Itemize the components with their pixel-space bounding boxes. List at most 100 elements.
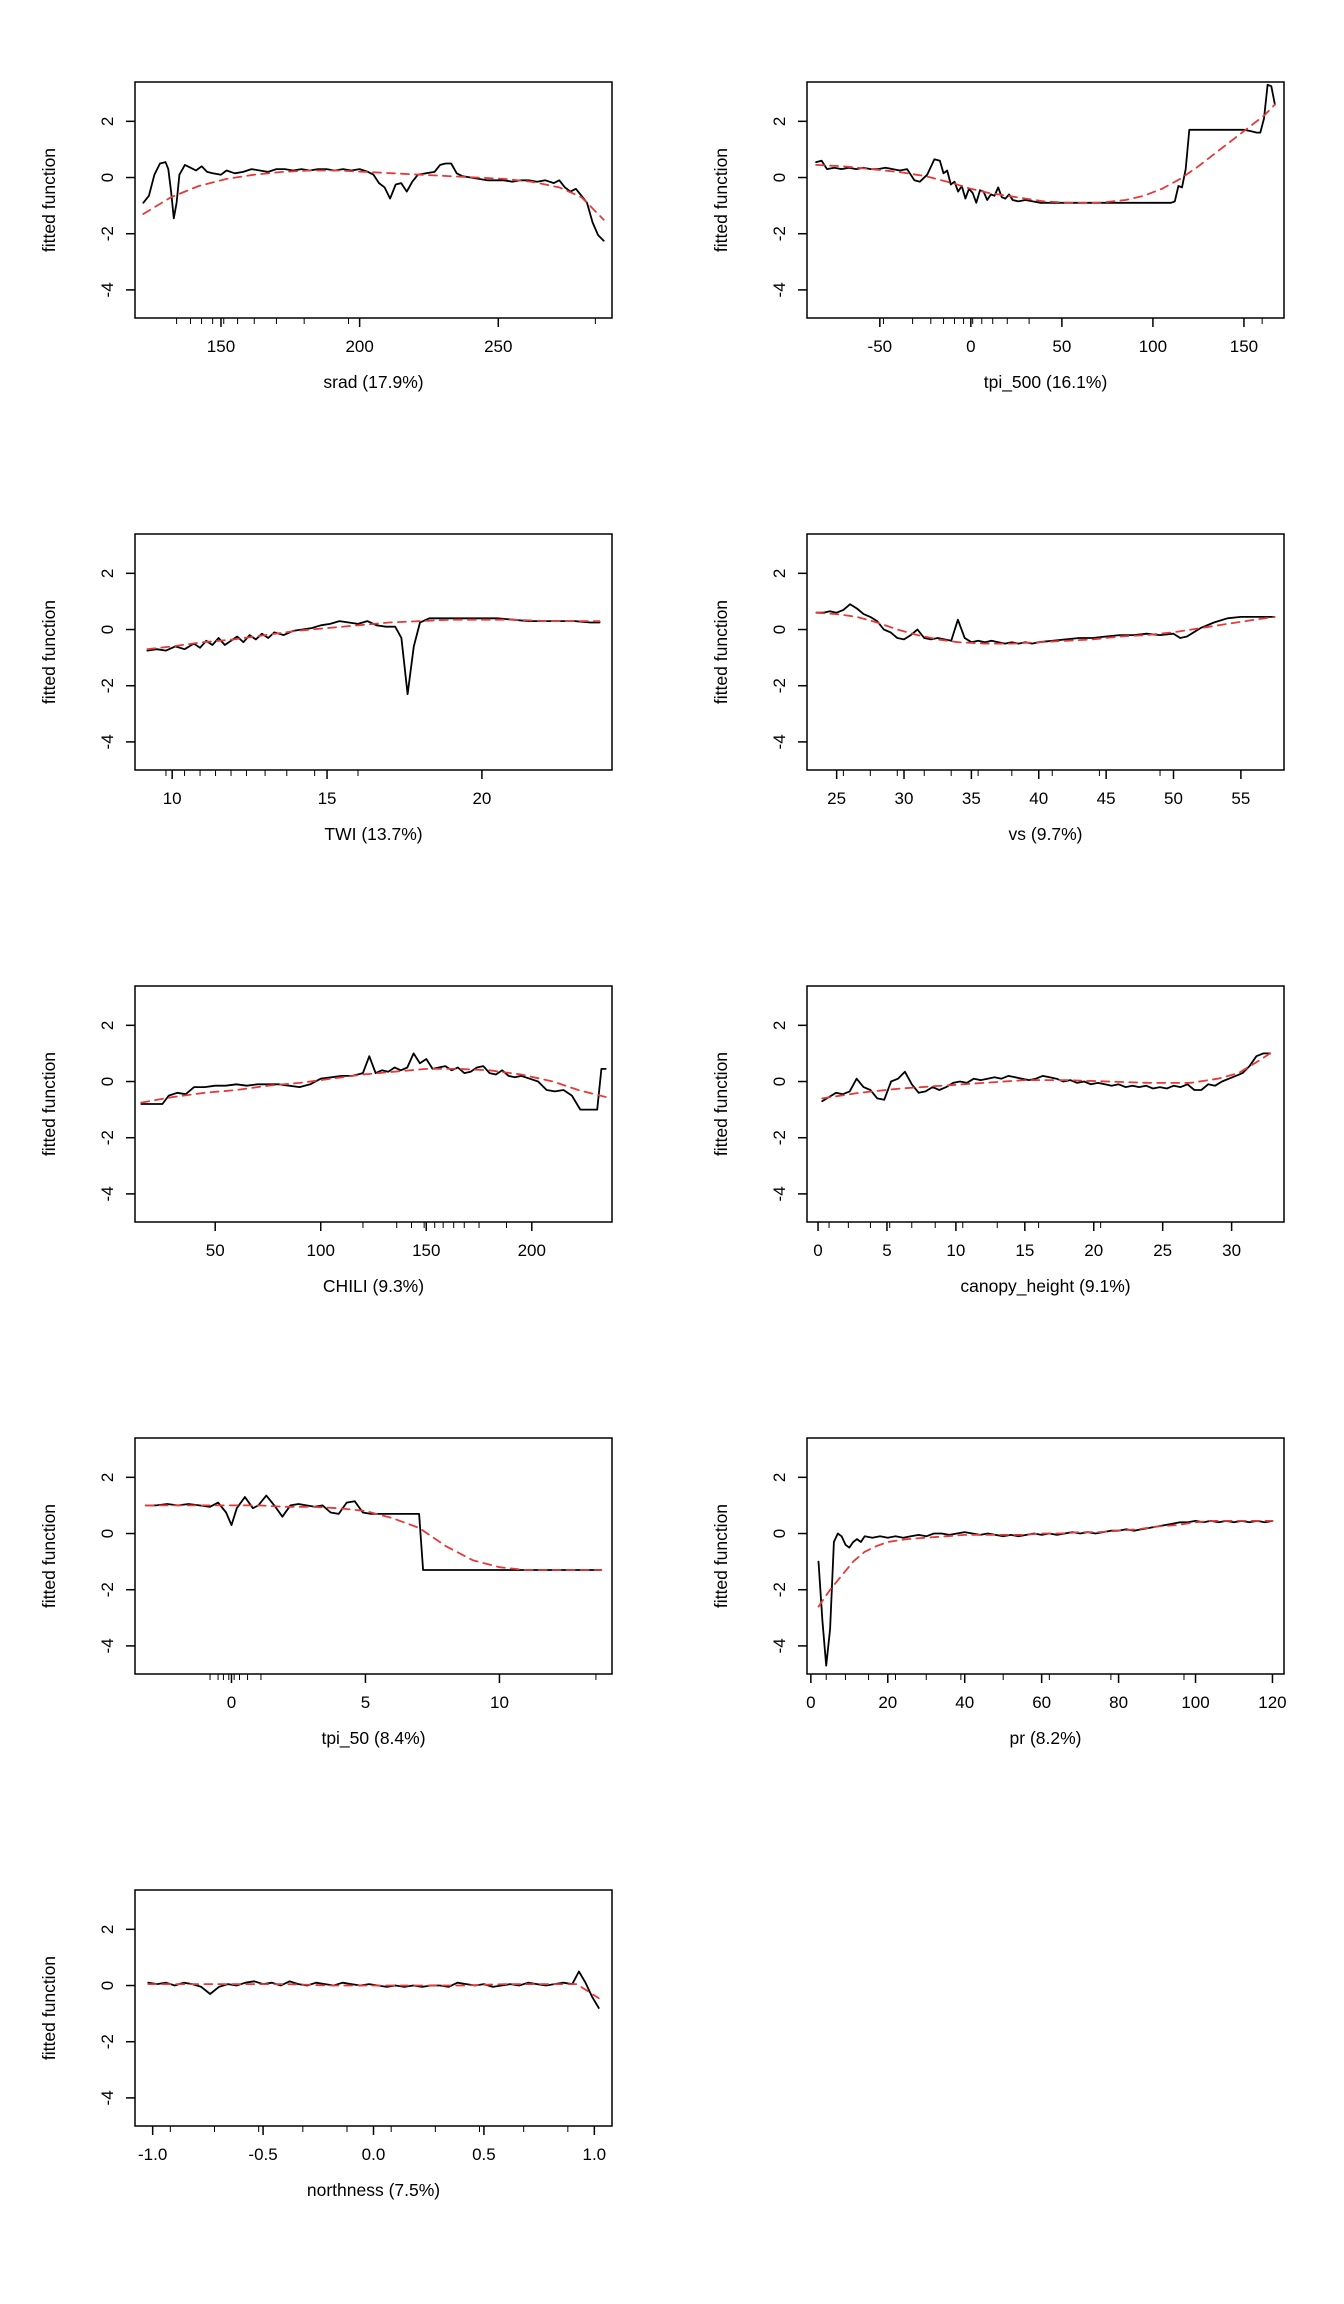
y-axis-title: fitted function (39, 1052, 59, 1156)
y-tick-label: 0 (770, 1077, 789, 1086)
x-tick-label: 250 (484, 337, 512, 356)
y-tick-label: -2 (770, 226, 789, 241)
x-tick-label: 20 (472, 789, 491, 808)
x-tick-label: 30 (895, 789, 914, 808)
smooth-line (821, 1052, 1272, 1100)
x-tick-label: -1.0 (138, 2145, 167, 2164)
y-tick-label: 2 (98, 1021, 117, 1030)
smooth-line (815, 611, 1276, 645)
smooth-line (142, 169, 605, 221)
panel-pr: 0 20 40 60 80 100 120 -4 -2 0 2 pr (8.2%) fitted fun… (711, 1437, 1287, 1748)
fitted-line (817, 1520, 1274, 1667)
smooth-line (815, 103, 1276, 204)
y-axis-title: fitted function (711, 600, 731, 704)
y-tick-label: -2 (98, 1582, 117, 1597)
x-axis-title: northness (7.5%) (307, 2180, 440, 2200)
y-axis-title: fitted function (39, 600, 59, 704)
panel-CHILI: 50 100 150 200 -4 -2 0 2 CHILI (9.3%) fitted func… (39, 985, 613, 1296)
y-axis-title: fitted function (39, 1504, 59, 1608)
y-axis-title: fitted function (39, 148, 59, 252)
y-tick-label: -4 (98, 1638, 117, 1653)
x-tick-label: 0 (227, 1693, 236, 1712)
y-tick-label: -4 (98, 2090, 117, 2105)
y-tick-label: -2 (770, 1130, 789, 1145)
y-tick-label: 0 (98, 173, 117, 182)
plot-box (134, 1889, 613, 2127)
y-tick-label: -2 (98, 678, 117, 693)
x-axis-title: srad (17.9%) (323, 372, 423, 392)
plot-box (134, 985, 613, 1223)
x-axis-title: tpi_500 (16.1%) (984, 372, 1108, 393)
x-tick-label: 25 (827, 789, 846, 808)
plot-box (134, 533, 613, 771)
x-tick-label: 55 (1231, 789, 1250, 808)
panel-tpi_50: 0 5 10 -4 -2 0 2 tpi_50 (8.4%) fitted function (39, 1437, 613, 1749)
plot-box (806, 1437, 1285, 1675)
x-tick-label: 50 (1052, 337, 1071, 356)
x-tick-label: 20 (878, 1693, 897, 1712)
x-tick-label: 150 (1230, 337, 1258, 356)
y-tick-label: -2 (770, 1582, 789, 1597)
y-tick-label: 0 (770, 173, 789, 182)
x-tick-label: 15 (318, 789, 337, 808)
y-tick-label: 0 (98, 1077, 117, 1086)
y-axis-title: fitted function (711, 1052, 731, 1156)
panel-TWI: 10 15 20 -4 -2 0 2 TWI (13.7%) fitted function (39, 533, 613, 844)
y-tick-label: 0 (770, 625, 789, 634)
y-axis-title: fitted function (711, 1504, 731, 1608)
plot-box (134, 81, 613, 319)
y-tick-label: -4 (770, 1186, 789, 1201)
x-tick-label: 5 (882, 1241, 891, 1260)
x-axis-title: canopy_height (9.1%) (960, 1276, 1130, 1297)
plot-box (134, 1437, 613, 1675)
x-axis-title: vs (9.7%) (1009, 824, 1083, 844)
panel-canopy_height: 0 5 10 15 20 25 30 -4 -2 0 2 canopy_height (9.1%) fi… (711, 985, 1285, 1297)
x-tick-label: 50 (1164, 789, 1183, 808)
y-tick-label: 2 (770, 1021, 789, 1030)
x-tick-label: 200 (345, 337, 373, 356)
smooth-line (140, 1068, 607, 1104)
x-tick-label: 0 (806, 1693, 815, 1712)
x-tick-label: 200 (518, 1241, 546, 1260)
y-tick-label: -4 (98, 1186, 117, 1201)
x-tick-label: 150 (207, 337, 235, 356)
x-tick-label: 40 (1029, 789, 1048, 808)
fitted-line (140, 1052, 607, 1111)
x-tick-label: 40 (955, 1693, 974, 1712)
y-axis-title: fitted function (39, 1956, 59, 2060)
y-tick-label: -4 (98, 282, 117, 297)
x-tick-label: 0.5 (472, 2145, 496, 2164)
smooth-line (144, 1504, 603, 1571)
x-tick-label: 20 (1084, 1241, 1103, 1260)
y-tick-label: 2 (98, 117, 117, 126)
x-tick-label: 10 (163, 789, 182, 808)
plot-box (806, 533, 1285, 771)
panel-tpi_500: -50 0 50 100 150 -4 -2 0 2 tpi_500 (16.1%) fitted … (711, 81, 1285, 393)
y-tick-label: -4 (770, 1638, 789, 1653)
plot-box (806, 985, 1285, 1223)
y-tick-label: 2 (98, 569, 117, 578)
x-tick-label: 100 (307, 1241, 335, 1260)
x-tick-label: 10 (946, 1241, 965, 1260)
plot-grid: 150 200 250 -4 -2 0 2 srad (17.9%) fitted functi… (0, 40, 1344, 2300)
plot-box (806, 81, 1285, 319)
x-tick-label: -0.5 (248, 2145, 277, 2164)
x-tick-label: 10 (490, 1693, 509, 1712)
y-tick-label: 0 (98, 1981, 117, 1990)
x-axis-title: TWI (13.7%) (324, 824, 422, 844)
smooth-line (146, 618, 601, 651)
fitted-line (147, 1970, 600, 2009)
fitted-line (815, 83, 1276, 204)
y-tick-label: 2 (98, 1925, 117, 1934)
x-axis-title: pr (8.2%) (1010, 1728, 1082, 1748)
y-tick-label: 0 (98, 1529, 117, 1538)
y-tick-label: 2 (770, 569, 789, 578)
x-tick-label: 0 (813, 1241, 822, 1260)
x-tick-label: 80 (1109, 1693, 1128, 1712)
y-tick-label: -4 (98, 734, 117, 749)
y-tick-label: 0 (98, 625, 117, 634)
y-axis-title: fitted function (711, 148, 731, 252)
y-tick-label: 2 (98, 1473, 117, 1482)
x-axis-title: tpi_50 (8.4%) (321, 1728, 425, 1749)
fitted-line (815, 603, 1276, 645)
